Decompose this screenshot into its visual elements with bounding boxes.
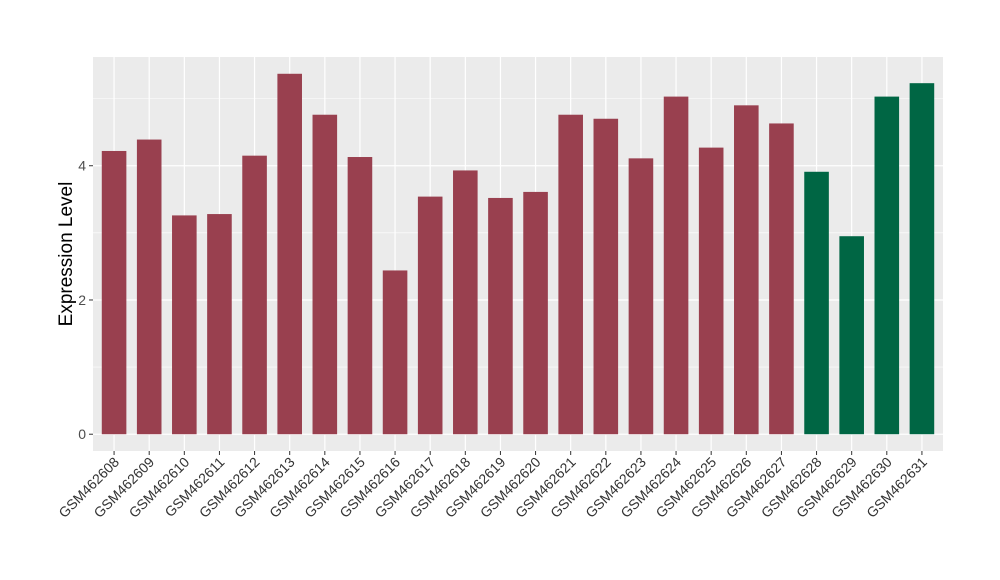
bar-GSM462630 [874,96,900,435]
bar-GSM462620 [523,191,548,435]
bar-GSM462619 [488,197,513,435]
bar-GSM462613 [277,73,302,435]
bar-GSM462608 [101,150,127,435]
y-axis: 0 2 4 [78,158,93,442]
y-tick-label: 2 [78,292,86,308]
bar-GSM462627 [769,123,794,435]
bars [101,73,935,435]
bar-GSM462631 [909,83,935,435]
y-axis-title: Expression Level [56,182,77,327]
bar-GSM462621 [558,114,583,435]
bar-GSM462611 [207,214,232,435]
bar-GSM462628 [804,171,829,435]
plot-panel [93,57,943,451]
minor-gridlines [93,98,943,368]
bar-GSM462610 [172,215,197,435]
y-tick-label: 4 [78,158,86,174]
bar-GSM462624 [663,96,689,435]
bar-GSM462629 [839,236,864,435]
x-axis: GSM462608GSM462609GSM462610GSM462611GSM4… [55,451,930,521]
bar-GSM462626 [734,105,759,435]
bar-GSM462625 [698,147,724,435]
bar-GSM462616 [382,270,408,435]
bar-GSM462609 [136,139,162,435]
bar-GSM462618 [453,170,478,435]
bar-GSM462623 [628,158,654,435]
bar-GSM462617 [417,196,443,435]
bar-GSM462615 [347,157,373,435]
y-tick-label: 0 [78,426,86,442]
bar-GSM462612 [242,155,267,435]
bar-GSM462622 [593,118,619,435]
bar-GSM462614 [312,114,338,435]
